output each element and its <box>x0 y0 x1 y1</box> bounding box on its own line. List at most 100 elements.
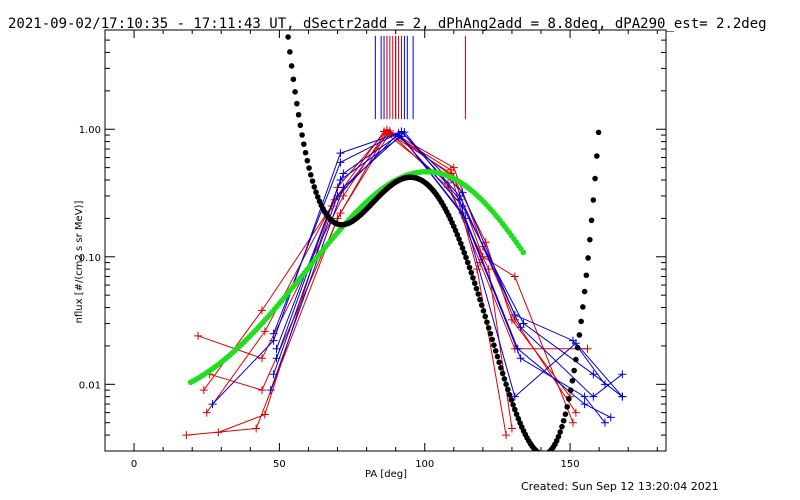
black-fit-dot <box>583 272 590 279</box>
red-series-point <box>507 424 516 433</box>
red-series-point <box>583 344 592 353</box>
blue-series-point <box>458 209 467 218</box>
black-fit-dot <box>590 197 597 203</box>
black-fit-dot <box>567 387 574 394</box>
x-tick-label: 50 <box>273 459 286 470</box>
red-series-point <box>257 386 266 395</box>
black-fit-dot <box>538 451 544 457</box>
black-fit-dot <box>588 217 595 224</box>
black-fit-dot <box>299 132 305 138</box>
black-fit-dot <box>534 449 541 451</box>
red-series-point <box>336 209 345 218</box>
blue-series-point <box>266 386 275 395</box>
black-fit-dot <box>574 344 581 351</box>
black-fit-dot <box>508 397 515 403</box>
blue-series-point <box>618 370 627 379</box>
black-fit-dot <box>573 356 579 363</box>
red-series-point <box>260 327 269 336</box>
red-series-point <box>257 306 266 315</box>
black-fit-dot <box>306 165 312 171</box>
black-fit-dot <box>485 325 492 331</box>
black-fit-dot <box>457 240 464 247</box>
black-fit-dot <box>466 264 473 271</box>
blue-series-point <box>333 191 342 200</box>
red-series-point <box>510 272 519 281</box>
black-fit-dot <box>314 194 321 200</box>
chart-title: 2021-09-02/17:10:35 - 17:11:43 UT, dSect… <box>8 16 767 32</box>
black-fit-dot <box>463 254 469 261</box>
black-fit-dot <box>491 342 497 348</box>
black-fit-dot <box>313 189 319 195</box>
black-fit-dot <box>454 231 461 238</box>
blue-series-point <box>400 128 409 137</box>
black-fit-dot <box>503 381 509 388</box>
black-fit-dot <box>461 249 468 256</box>
black-fit-dot <box>510 402 516 408</box>
black-fit-dot <box>294 100 300 107</box>
black-fit-dot <box>571 367 577 374</box>
red-series-point <box>385 128 394 137</box>
red-series-point <box>502 431 511 440</box>
black-fit-dot <box>478 302 485 308</box>
black-fit-dot <box>578 318 584 325</box>
red-series-line <box>218 129 577 433</box>
black-fit-dot <box>287 49 293 55</box>
black-fit-dot <box>309 178 316 184</box>
black-fit-dot <box>501 376 508 382</box>
blue-series-point <box>336 158 345 167</box>
black-fit-dot <box>288 63 295 69</box>
black-fit-dot <box>456 236 462 242</box>
red-series-point <box>481 238 490 247</box>
black-fit-dot <box>468 269 475 276</box>
black-fit-dot <box>540 451 546 457</box>
x-axis-label: PA [deg] <box>365 469 407 480</box>
black-fit-dot <box>484 319 490 325</box>
black-fit-dot <box>594 153 600 159</box>
black-fit-dot <box>564 404 570 410</box>
y-tick-label: 0.10 <box>79 253 101 264</box>
blue-series-point <box>455 195 464 204</box>
y-tick-label: 1.00 <box>79 125 101 136</box>
black-fit-dot <box>302 149 309 156</box>
blue-series-point <box>269 370 278 379</box>
blue-series-line <box>212 131 606 405</box>
blue-series-point <box>618 392 627 401</box>
y-axis-label: nflux [#/(cm2 s sr MeV)] <box>74 201 85 324</box>
blue-series-point <box>519 319 528 328</box>
black-fit-dot <box>585 255 591 261</box>
plot-frame <box>104 29 667 452</box>
black-fit-dot <box>506 391 513 398</box>
black-fit-dot <box>515 415 522 422</box>
red-series-line <box>206 130 588 413</box>
black-fit-dot <box>559 423 565 430</box>
red-series-point <box>194 331 203 340</box>
red-series-point <box>257 354 266 363</box>
plot-area <box>182 34 627 457</box>
black-fit-dot <box>471 280 478 287</box>
black-fit-dot <box>580 304 586 310</box>
green-fit-dot <box>520 249 527 256</box>
black-fit-dot <box>295 111 302 118</box>
red-series-point <box>182 431 191 440</box>
blue-series-point <box>208 400 217 409</box>
black-fit-dot <box>555 433 562 440</box>
black-fit-dot <box>576 332 583 338</box>
black-fit-dot <box>464 259 471 266</box>
black-fit-dot <box>587 236 593 243</box>
blue-series-point <box>606 413 615 422</box>
black-fit-dot <box>494 353 501 360</box>
black-fit-dot <box>301 141 307 147</box>
blue-series-point <box>580 392 589 401</box>
black-fit-dot <box>492 348 499 354</box>
black-fit-dot <box>560 417 567 424</box>
blue-series-point <box>336 175 345 184</box>
blue-series-point <box>269 336 278 345</box>
red-series-point <box>473 265 482 274</box>
blue-series-point <box>589 392 598 401</box>
black-fit-dot <box>499 370 506 377</box>
black-fit-dot <box>292 89 298 95</box>
blue-series-point <box>272 344 281 353</box>
black-fit-dot <box>496 359 502 366</box>
black-fit-dot <box>505 386 511 393</box>
red-series-point <box>214 428 223 437</box>
